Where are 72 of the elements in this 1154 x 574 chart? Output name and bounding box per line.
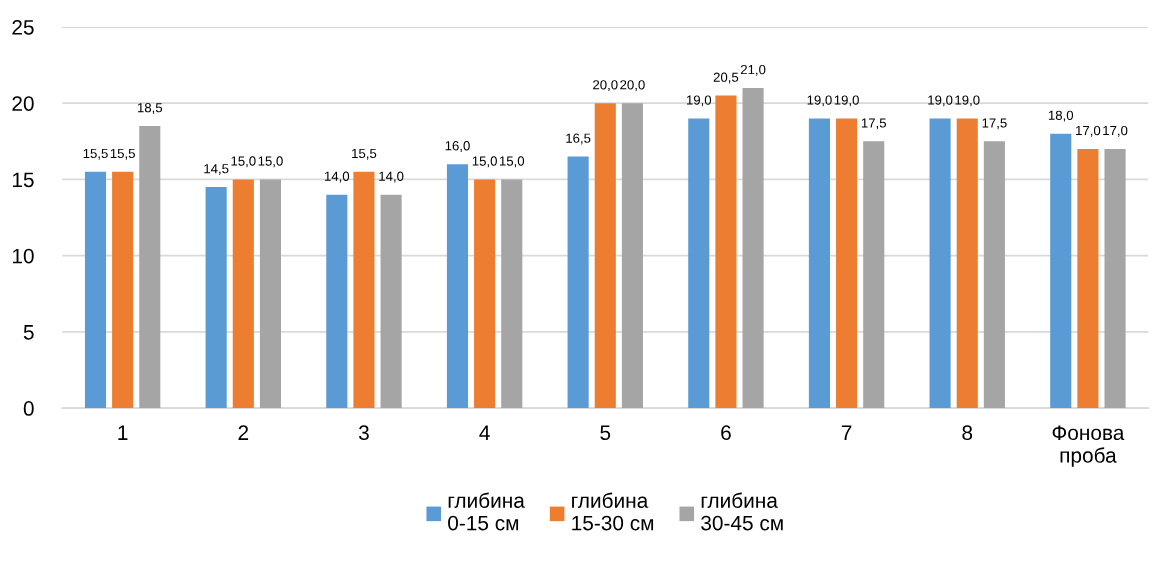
y-tick-label: 15: [12, 172, 34, 188]
data-label: 15,0: [258, 156, 283, 168]
data-label: 20,0: [593, 80, 618, 92]
bar: [929, 118, 951, 409]
data-label: 15,0: [472, 156, 497, 168]
x-tick-label: Фонова проба: [1052, 425, 1125, 467]
data-label: 15,0: [499, 156, 525, 168]
bar: [1077, 148, 1099, 409]
data-label: 19,0: [807, 95, 832, 107]
bar: [956, 118, 978, 409]
bar: [139, 126, 161, 409]
x-tick-label: 2: [238, 425, 249, 440]
data-label: 15,5: [352, 148, 377, 160]
data-label: 16,5: [566, 133, 591, 145]
bar: [594, 103, 616, 409]
legend-label: глибина 15-30 см: [572, 492, 654, 531]
bar: [1104, 148, 1126, 409]
y-tick-label: 10: [12, 248, 34, 264]
data-label: 17,0: [1103, 125, 1128, 137]
bar: [567, 156, 589, 409]
bar: [501, 179, 523, 409]
bar: [326, 194, 348, 409]
y-tick-label: 25: [12, 19, 34, 35]
bar: [863, 141, 885, 409]
legend-label: глибина 0-15 см: [448, 492, 525, 531]
bar: [259, 179, 282, 409]
bar: [446, 164, 469, 409]
bar: [688, 118, 710, 409]
y-tick-label: 5: [23, 325, 34, 340]
bar: [621, 103, 643, 409]
data-label: 15,0: [231, 156, 256, 168]
bar: [474, 179, 496, 409]
bar: [84, 171, 107, 409]
bar: [742, 87, 764, 409]
data-label: 14,0: [379, 171, 404, 183]
bar: [112, 171, 134, 409]
bar: [353, 171, 375, 409]
x-tick-label: 1: [118, 425, 128, 440]
x-tick-label: 8: [962, 425, 973, 441]
data-label: 14,0: [324, 171, 350, 183]
bar: [232, 179, 254, 409]
bar: [205, 187, 227, 409]
y-tick-label: 0: [23, 401, 34, 416]
data-label: 17,5: [861, 118, 887, 130]
legend-label: глибина 30-45 см: [701, 492, 783, 531]
data-label: 16,0: [445, 141, 470, 153]
data-label: 19,0: [686, 95, 712, 107]
data-label: 21,0: [740, 64, 766, 76]
data-label: 19,0: [834, 95, 859, 107]
bar: [983, 141, 1005, 409]
data-label: 20,5: [713, 72, 739, 84]
bar: [808, 118, 830, 409]
bar: [836, 118, 858, 409]
data-label: 18,5: [137, 103, 163, 114]
x-tick-label: 4: [479, 425, 490, 440]
data-label: 14,5: [204, 164, 229, 175]
data-label: 15,5: [110, 148, 135, 160]
data-label: 20,0: [620, 80, 645, 92]
bar: [1050, 133, 1072, 409]
y-tick-label: 20: [12, 96, 34, 111]
data-label: 17,5: [982, 118, 1007, 130]
data-label: 19,0: [955, 95, 980, 107]
data-label: 19,0: [928, 95, 953, 107]
data-label: 15,5: [83, 148, 108, 160]
data-label: 18,0: [1048, 110, 1074, 122]
x-tick-label: 5: [600, 425, 611, 441]
x-tick-label: 3: [358, 425, 369, 441]
bar: [380, 194, 402, 409]
x-tick-label: 7: [841, 425, 852, 440]
bar: [715, 95, 737, 409]
data-label: 17,0: [1076, 125, 1101, 137]
x-tick-label: 6: [721, 425, 731, 441]
